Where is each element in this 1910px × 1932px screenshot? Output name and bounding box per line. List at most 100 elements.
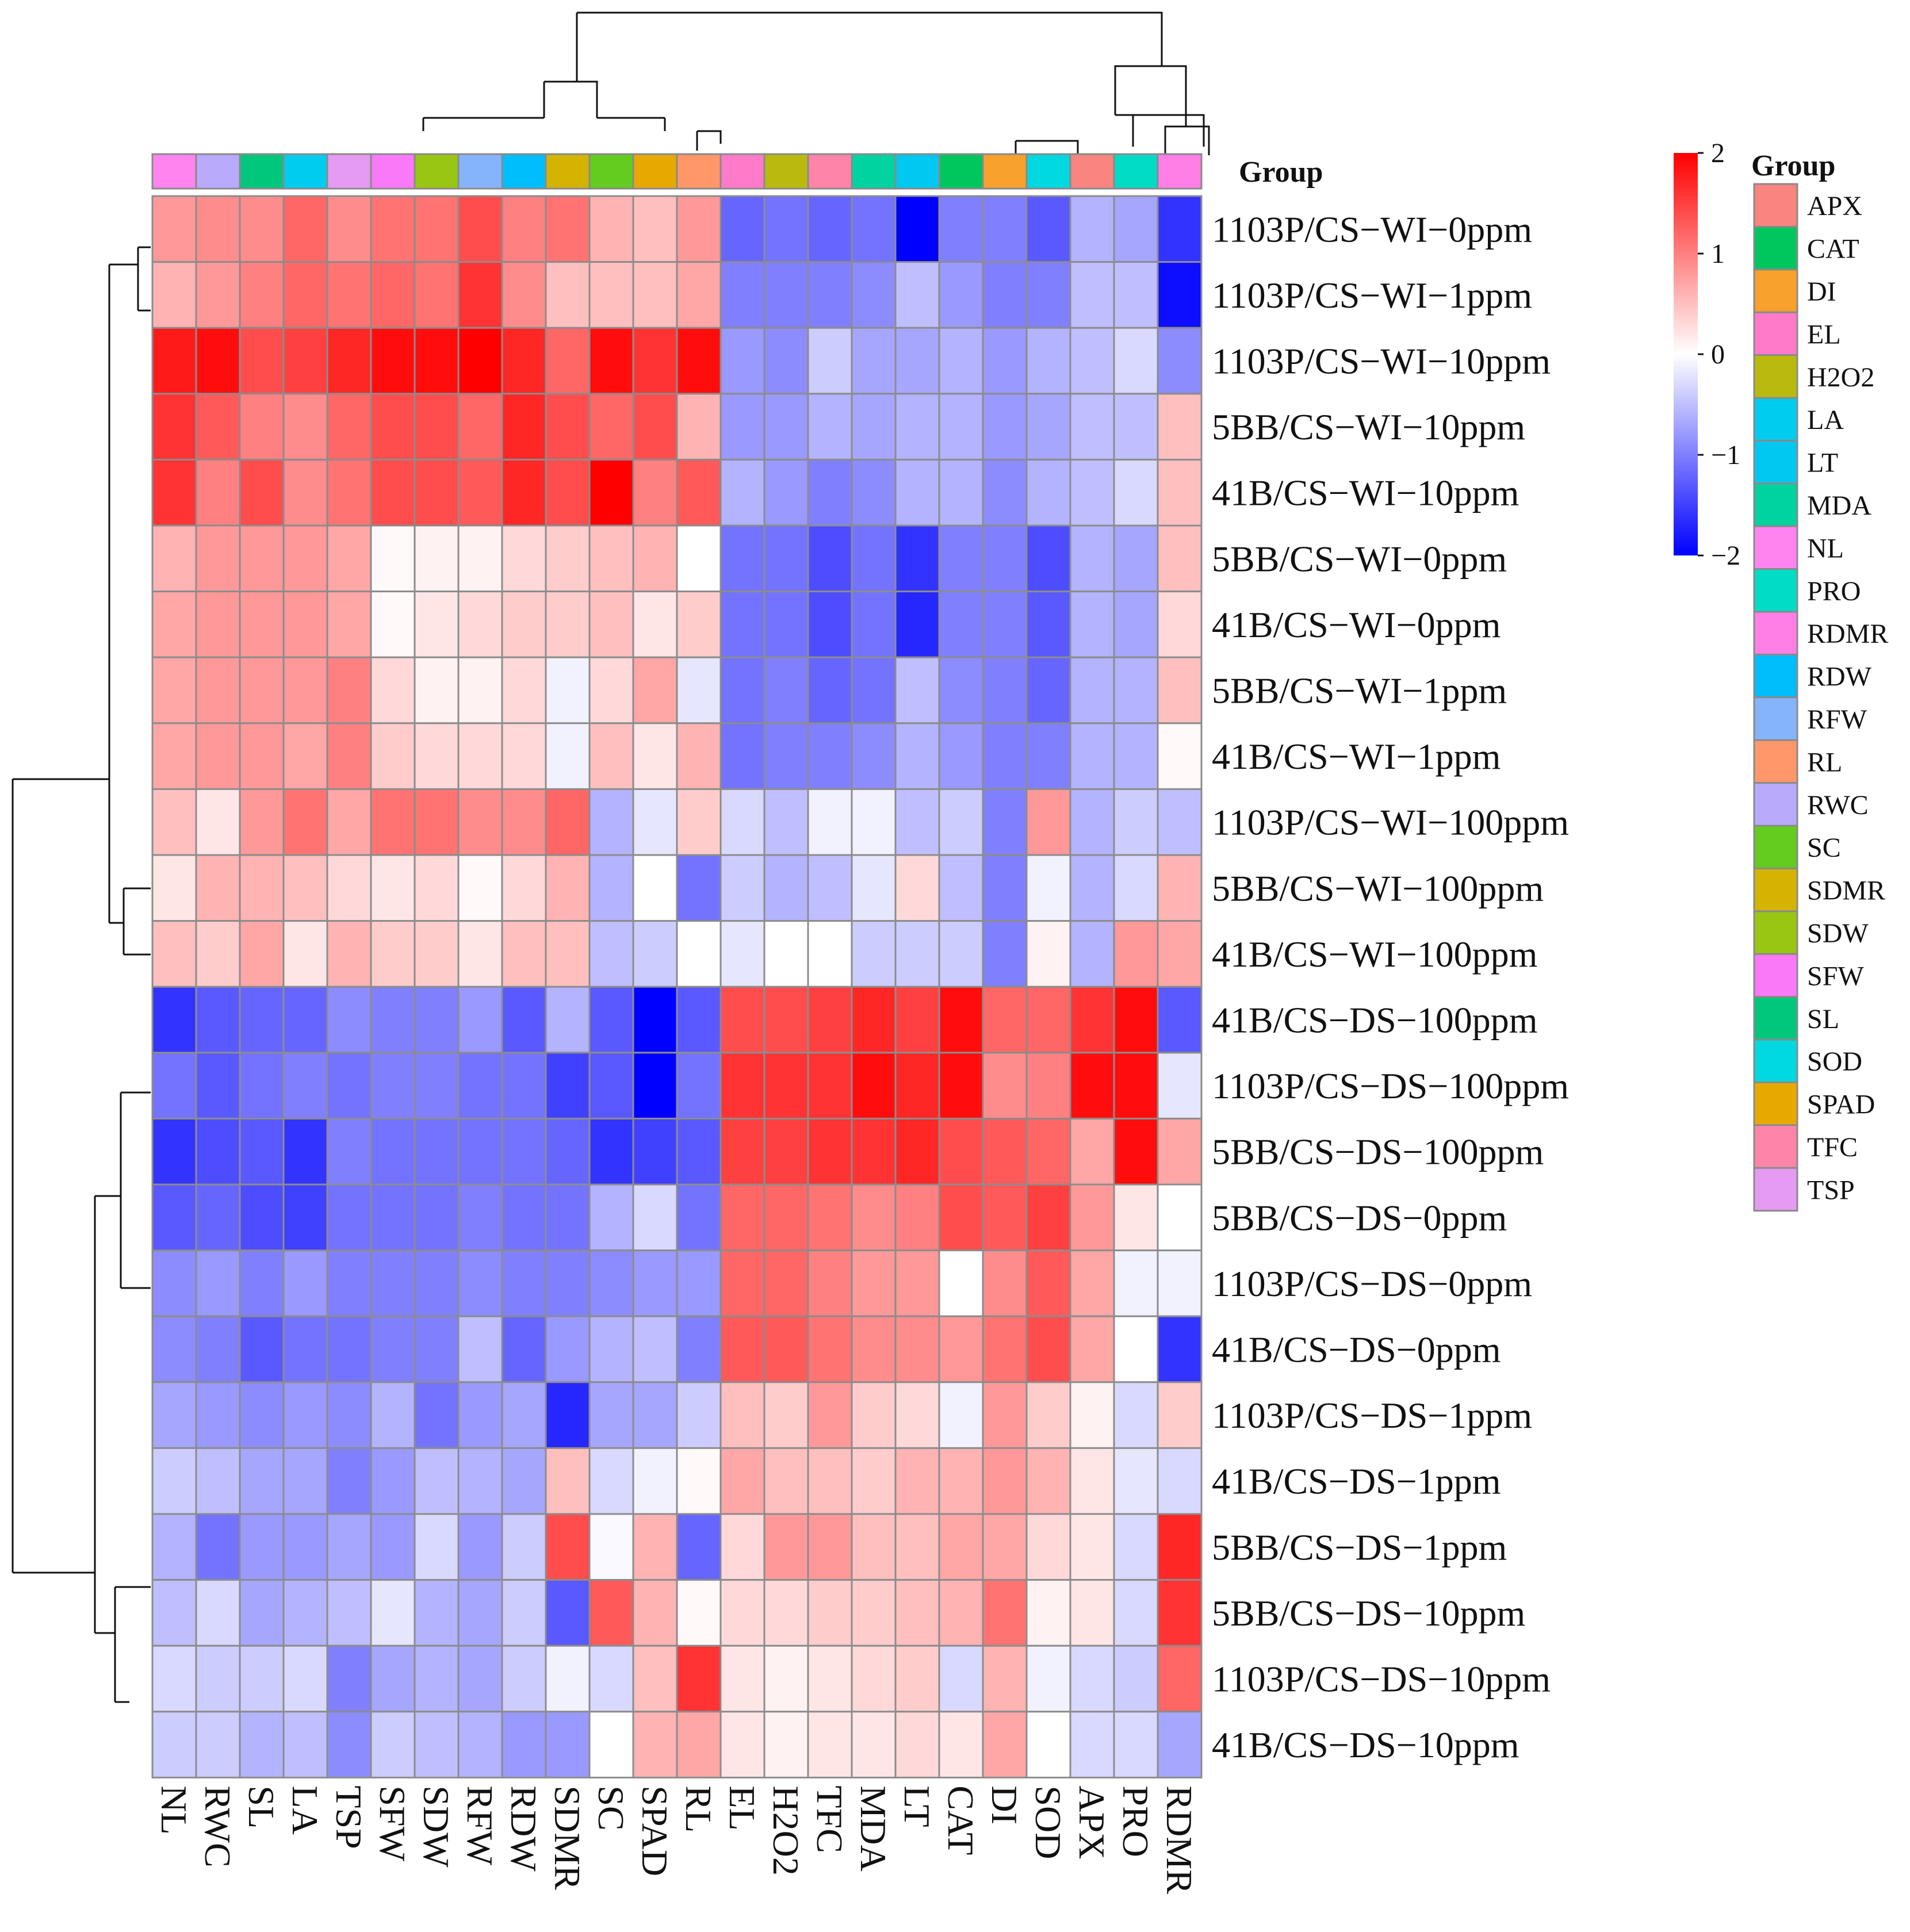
heatmap-cell [326, 1117, 372, 1186]
heatmap-cell [763, 788, 809, 856]
heatmap-cell [326, 327, 372, 395]
heatmap-cell [588, 393, 634, 461]
heatmap-cell [370, 458, 416, 527]
annotation-cell-tsp [326, 153, 372, 190]
annotation-cell-rdw [501, 153, 547, 190]
heatmap-cell [1069, 458, 1115, 527]
heatmap-cell [1157, 1183, 1203, 1252]
heatmap-cell [151, 854, 197, 922]
heatmap-cell [851, 656, 897, 724]
heatmap-cell [851, 1579, 897, 1647]
heatmap-cell [1113, 458, 1159, 527]
heatmap-cell [851, 722, 897, 790]
legend-label: LA [1807, 405, 1844, 435]
heatmap-cell [632, 854, 678, 922]
heatmap-cell [632, 393, 678, 461]
column-label: LT [897, 1785, 937, 1827]
heatmap-cell [1069, 722, 1115, 790]
heatmap-cell [545, 524, 591, 593]
row-label: 5BB/CS−DS−100ppm [1212, 1132, 1544, 1172]
heatmap-cell [632, 920, 678, 988]
heatmap-cell [894, 788, 940, 856]
heatmap-cell [1157, 854, 1203, 922]
heatmap-cell [195, 1117, 241, 1186]
heatmap-cell [501, 1711, 547, 1778]
heatmap-cell [1157, 327, 1203, 395]
heatmap-cell [1157, 656, 1203, 724]
heatmap-cell [370, 854, 416, 922]
heatmap-cell [1157, 1381, 1203, 1449]
heatmap-cell [1157, 920, 1203, 988]
heatmap-cell [851, 1644, 897, 1713]
heatmap-cell [370, 986, 416, 1054]
heatmap-cell [1025, 722, 1071, 790]
heatmap-cell [1113, 524, 1159, 593]
heatmap-cell [195, 1644, 241, 1713]
heatmap-cell [632, 1711, 678, 1778]
heatmap-cell [457, 986, 503, 1054]
heatmap-cell [982, 1579, 1028, 1647]
heatmap-cell [588, 656, 634, 724]
heatmap-cell [632, 1183, 678, 1252]
heatmap-cell [457, 1711, 503, 1778]
annotation-cell-nl [151, 153, 197, 190]
legend-title: Group [1751, 150, 1835, 182]
legend-label: APX [1807, 191, 1862, 221]
heatmap-cell [501, 1447, 547, 1515]
heatmap-cell [807, 1117, 853, 1186]
heatmap-cell [195, 1447, 241, 1515]
heatmap-cell [239, 1644, 285, 1713]
heatmap-cell [807, 1052, 853, 1120]
heatmap-cell [239, 327, 285, 395]
heatmap-cell [151, 788, 197, 856]
heatmap-cell [982, 1117, 1028, 1186]
heatmap-cell [414, 1052, 460, 1120]
heatmap-cell [151, 1711, 197, 1778]
heatmap-cell [501, 1249, 547, 1317]
heatmap-cell [807, 524, 853, 593]
annotation-cell-di [982, 153, 1028, 190]
heatmap-cell [1113, 1381, 1159, 1449]
heatmap-cell [719, 1052, 765, 1120]
heatmap-cell [457, 1644, 503, 1713]
heatmap-cell [1069, 1579, 1115, 1647]
heatmap-cell [763, 1644, 809, 1713]
heatmap-cell [676, 920, 722, 988]
heatmap-cell [851, 1711, 897, 1778]
legend-label: RWC [1807, 790, 1869, 821]
heatmap-cell [807, 393, 853, 461]
heatmap-cell [1069, 854, 1115, 922]
heatmap-cell [195, 195, 241, 263]
heatmap-cell [1069, 1117, 1115, 1186]
heatmap-cell [588, 1711, 634, 1778]
heatmap-cell [414, 1644, 460, 1713]
heatmap-cell [1113, 722, 1159, 790]
heatmap-cell [588, 458, 634, 527]
heatmap-cell [676, 1644, 722, 1713]
heatmap-cell [894, 195, 940, 263]
heatmap-cell [414, 1315, 460, 1383]
heatmap-cell [938, 1644, 984, 1713]
heatmap-cell [370, 722, 416, 790]
heatmap-cell [1113, 1249, 1159, 1317]
heatmap-cell [195, 1052, 241, 1120]
heatmap-cell [763, 524, 809, 593]
heatmap-cell [938, 788, 984, 856]
heatmap-cell [282, 920, 328, 988]
heatmap-cell [632, 722, 678, 790]
heatmap-cell [807, 1381, 853, 1449]
heatmap-cell [457, 854, 503, 922]
heatmap-cell [282, 1315, 328, 1383]
heatmap-cell [151, 1315, 197, 1383]
column-labels: NL RWC SL LA TSP SFW SDW RFW RDW SDMR SC SPAD RL EL H2… [154, 1785, 1200, 1894]
heatmap-cell [457, 1513, 503, 1581]
heatmap-cell [894, 722, 940, 790]
row-label: 41B/CS−WI−1ppm [1212, 736, 1501, 777]
heatmap-cell [632, 458, 678, 527]
heatmap-cell [719, 788, 765, 856]
heatmap-cell [151, 920, 197, 988]
heatmap-cell [1025, 591, 1071, 658]
heatmap-cell [545, 1513, 591, 1581]
color-scale-bar [1674, 153, 1698, 555]
annotation-cell-sfw [370, 153, 416, 190]
